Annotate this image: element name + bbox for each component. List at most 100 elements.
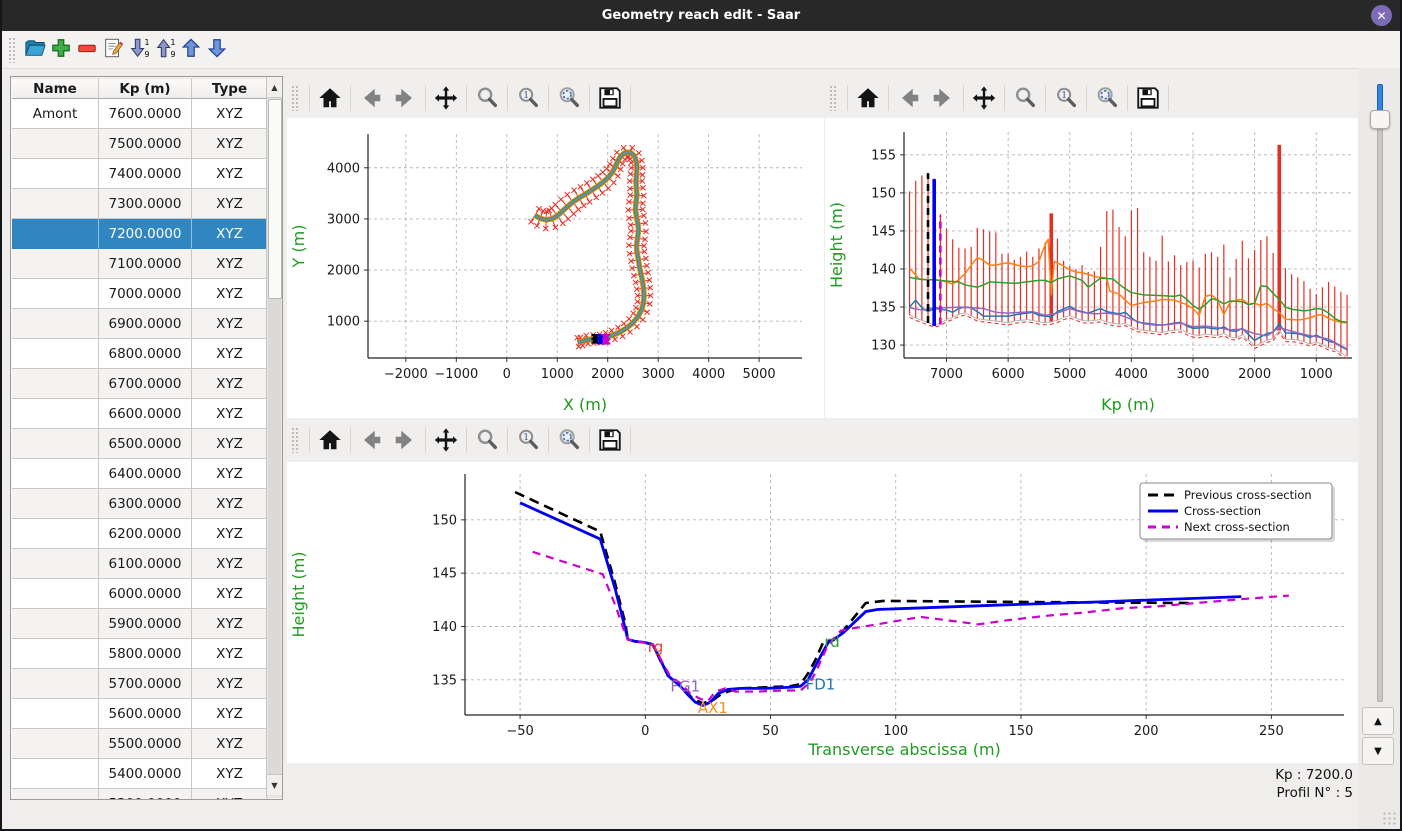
name-cell xyxy=(12,609,99,639)
table-row[interactable]: 5900.0000 XYZ xyxy=(12,609,268,639)
move-up-button[interactable] xyxy=(179,35,204,62)
plan-view-chart[interactable]: −2000 −1000 0 1000 2000 3000 4000 5000 1000 2000 3… xyxy=(287,118,824,418)
table-row[interactable]: 7300.0000 XYZ xyxy=(12,189,268,219)
forward-button[interactable] xyxy=(926,82,960,114)
status-profil: Profil N° : 5 xyxy=(1276,785,1353,801)
toolbar-separator xyxy=(888,85,889,111)
zoom-region-button[interactable] xyxy=(552,82,586,114)
zoom-one-button[interactable]: 1 xyxy=(1049,82,1083,114)
table-row[interactable]: 7100.0000 XYZ xyxy=(12,249,268,279)
section-slider-thumb[interactable] xyxy=(1370,110,1390,129)
pan-button[interactable] xyxy=(967,82,1001,114)
table-row[interactable]: 7400.0000 XYZ xyxy=(12,159,268,189)
zoom-region-button[interactable] xyxy=(552,424,586,456)
forward-button[interactable] xyxy=(388,82,422,114)
home-icon xyxy=(855,85,881,111)
table-row[interactable]: 7500.0000 XYZ xyxy=(12,129,268,159)
table-row[interactable]: 5400.0000 XYZ xyxy=(12,759,268,789)
table-row[interactable]: Amont 7600.0000 XYZ xyxy=(12,99,268,129)
back-button[interactable] xyxy=(354,424,388,456)
toolbar-drag-handle[interactable] xyxy=(829,85,836,111)
scrollbar-thumb[interactable] xyxy=(268,99,282,299)
cross-section-chart[interactable]: −50 0 50 100 150 200 250 135 140 145 150 rg FG1 AX1 FD… xyxy=(287,462,1360,763)
table-row[interactable]: 6500.0000 XYZ xyxy=(12,429,268,459)
home-button[interactable] xyxy=(851,82,885,114)
column-header[interactable]: Name xyxy=(12,78,99,99)
type-cell: XYZ xyxy=(192,279,268,309)
remove-icon xyxy=(76,37,99,59)
table-row[interactable]: 6800.0000 XYZ xyxy=(12,339,268,369)
home-button[interactable] xyxy=(313,82,347,114)
table-row[interactable]: 5800.0000 XYZ xyxy=(12,639,268,669)
toolbar-drag-handle[interactable] xyxy=(291,427,298,453)
svg-text:150: 150 xyxy=(1009,724,1034,739)
close-icon[interactable]: ✕ xyxy=(1371,5,1392,26)
table-row[interactable]: 6900.0000 XYZ xyxy=(12,309,268,339)
back-button[interactable] xyxy=(354,82,388,114)
svg-text:9: 9 xyxy=(171,50,176,59)
toolbar-drag-handle[interactable] xyxy=(291,85,298,111)
table-row[interactable]: 7000.0000 XYZ xyxy=(12,279,268,309)
svg-text:Transverse abscissa (m): Transverse abscissa (m) xyxy=(807,740,1001,759)
kp-cell: 7600.0000 xyxy=(99,99,192,129)
table-row[interactable]: 6700.0000 XYZ xyxy=(12,369,268,399)
table-row[interactable]: 6200.0000 XYZ xyxy=(12,519,268,549)
column-header[interactable]: Type xyxy=(192,78,268,99)
open-folder-button[interactable] xyxy=(23,35,48,62)
move-down-button[interactable] xyxy=(205,35,230,62)
zoom-button[interactable] xyxy=(1008,82,1042,114)
table-row[interactable]: 6600.0000 XYZ xyxy=(12,399,268,429)
toolbar-drag-handle[interactable] xyxy=(8,36,15,63)
zoom-button[interactable] xyxy=(470,82,504,114)
type-cell: XYZ xyxy=(192,219,268,249)
scroll-up-icon[interactable]: ▲ xyxy=(267,77,282,98)
longitudinal-profile-chart[interactable]: 7000 6000 5000 4000 3000 2000 1000 130 135 140 145… xyxy=(825,118,1362,418)
table-row[interactable]: 6100.0000 XYZ xyxy=(12,549,268,579)
next-section-button[interactable]: ▼ xyxy=(1362,737,1394,765)
zoom-one-button[interactable]: 1 xyxy=(511,82,545,114)
table-row[interactable]: 6000.0000 XYZ xyxy=(12,579,268,609)
back-button[interactable] xyxy=(892,82,926,114)
table-row[interactable]: 5700.0000 XYZ xyxy=(12,669,268,699)
resize-grip-icon[interactable] xyxy=(1382,811,1396,825)
save-button[interactable] xyxy=(593,424,627,456)
toolbar-separator xyxy=(309,85,310,111)
type-cell: XYZ xyxy=(192,519,268,549)
save-button[interactable] xyxy=(593,82,627,114)
scroll-down-icon[interactable]: ▼ xyxy=(267,774,282,795)
toolbar-separator xyxy=(1127,85,1128,111)
edit-button[interactable] xyxy=(101,35,126,62)
pan-button[interactable] xyxy=(429,424,463,456)
type-cell: XYZ xyxy=(192,129,268,159)
table-row[interactable]: 5600.0000 XYZ xyxy=(12,699,268,729)
table-row[interactable]: 6300.0000 XYZ xyxy=(12,489,268,519)
previous-section-button[interactable]: ▲ xyxy=(1362,707,1394,735)
save-button[interactable] xyxy=(1131,82,1165,114)
zoom-region-icon xyxy=(556,427,582,453)
table-row[interactable]: 7200.0000 XYZ xyxy=(12,219,268,249)
table-row[interactable]: 5500.0000 XYZ xyxy=(12,729,268,759)
table-scrollbar[interactable]: ▲ ▼ xyxy=(266,77,282,798)
table-row[interactable]: 6400.0000 XYZ xyxy=(12,459,268,489)
pan-button[interactable] xyxy=(429,82,463,114)
zoom-region-button[interactable] xyxy=(1090,82,1124,114)
kp-cell: 6000.0000 xyxy=(99,579,192,609)
zoom-one-button[interactable]: 1 xyxy=(511,424,545,456)
toolbar-separator xyxy=(1045,85,1046,111)
home-button[interactable] xyxy=(313,424,347,456)
column-header[interactable]: Kp (m) xyxy=(99,78,192,99)
scrollbar-track[interactable] xyxy=(268,299,281,774)
name-cell xyxy=(12,729,99,759)
remove-button[interactable] xyxy=(75,35,100,62)
section-slider-track[interactable] xyxy=(1377,84,1383,702)
toolbar-separator xyxy=(507,85,508,111)
forward-button[interactable] xyxy=(388,424,422,456)
add-button[interactable] xyxy=(49,35,74,62)
zoom-button[interactable] xyxy=(470,424,504,456)
